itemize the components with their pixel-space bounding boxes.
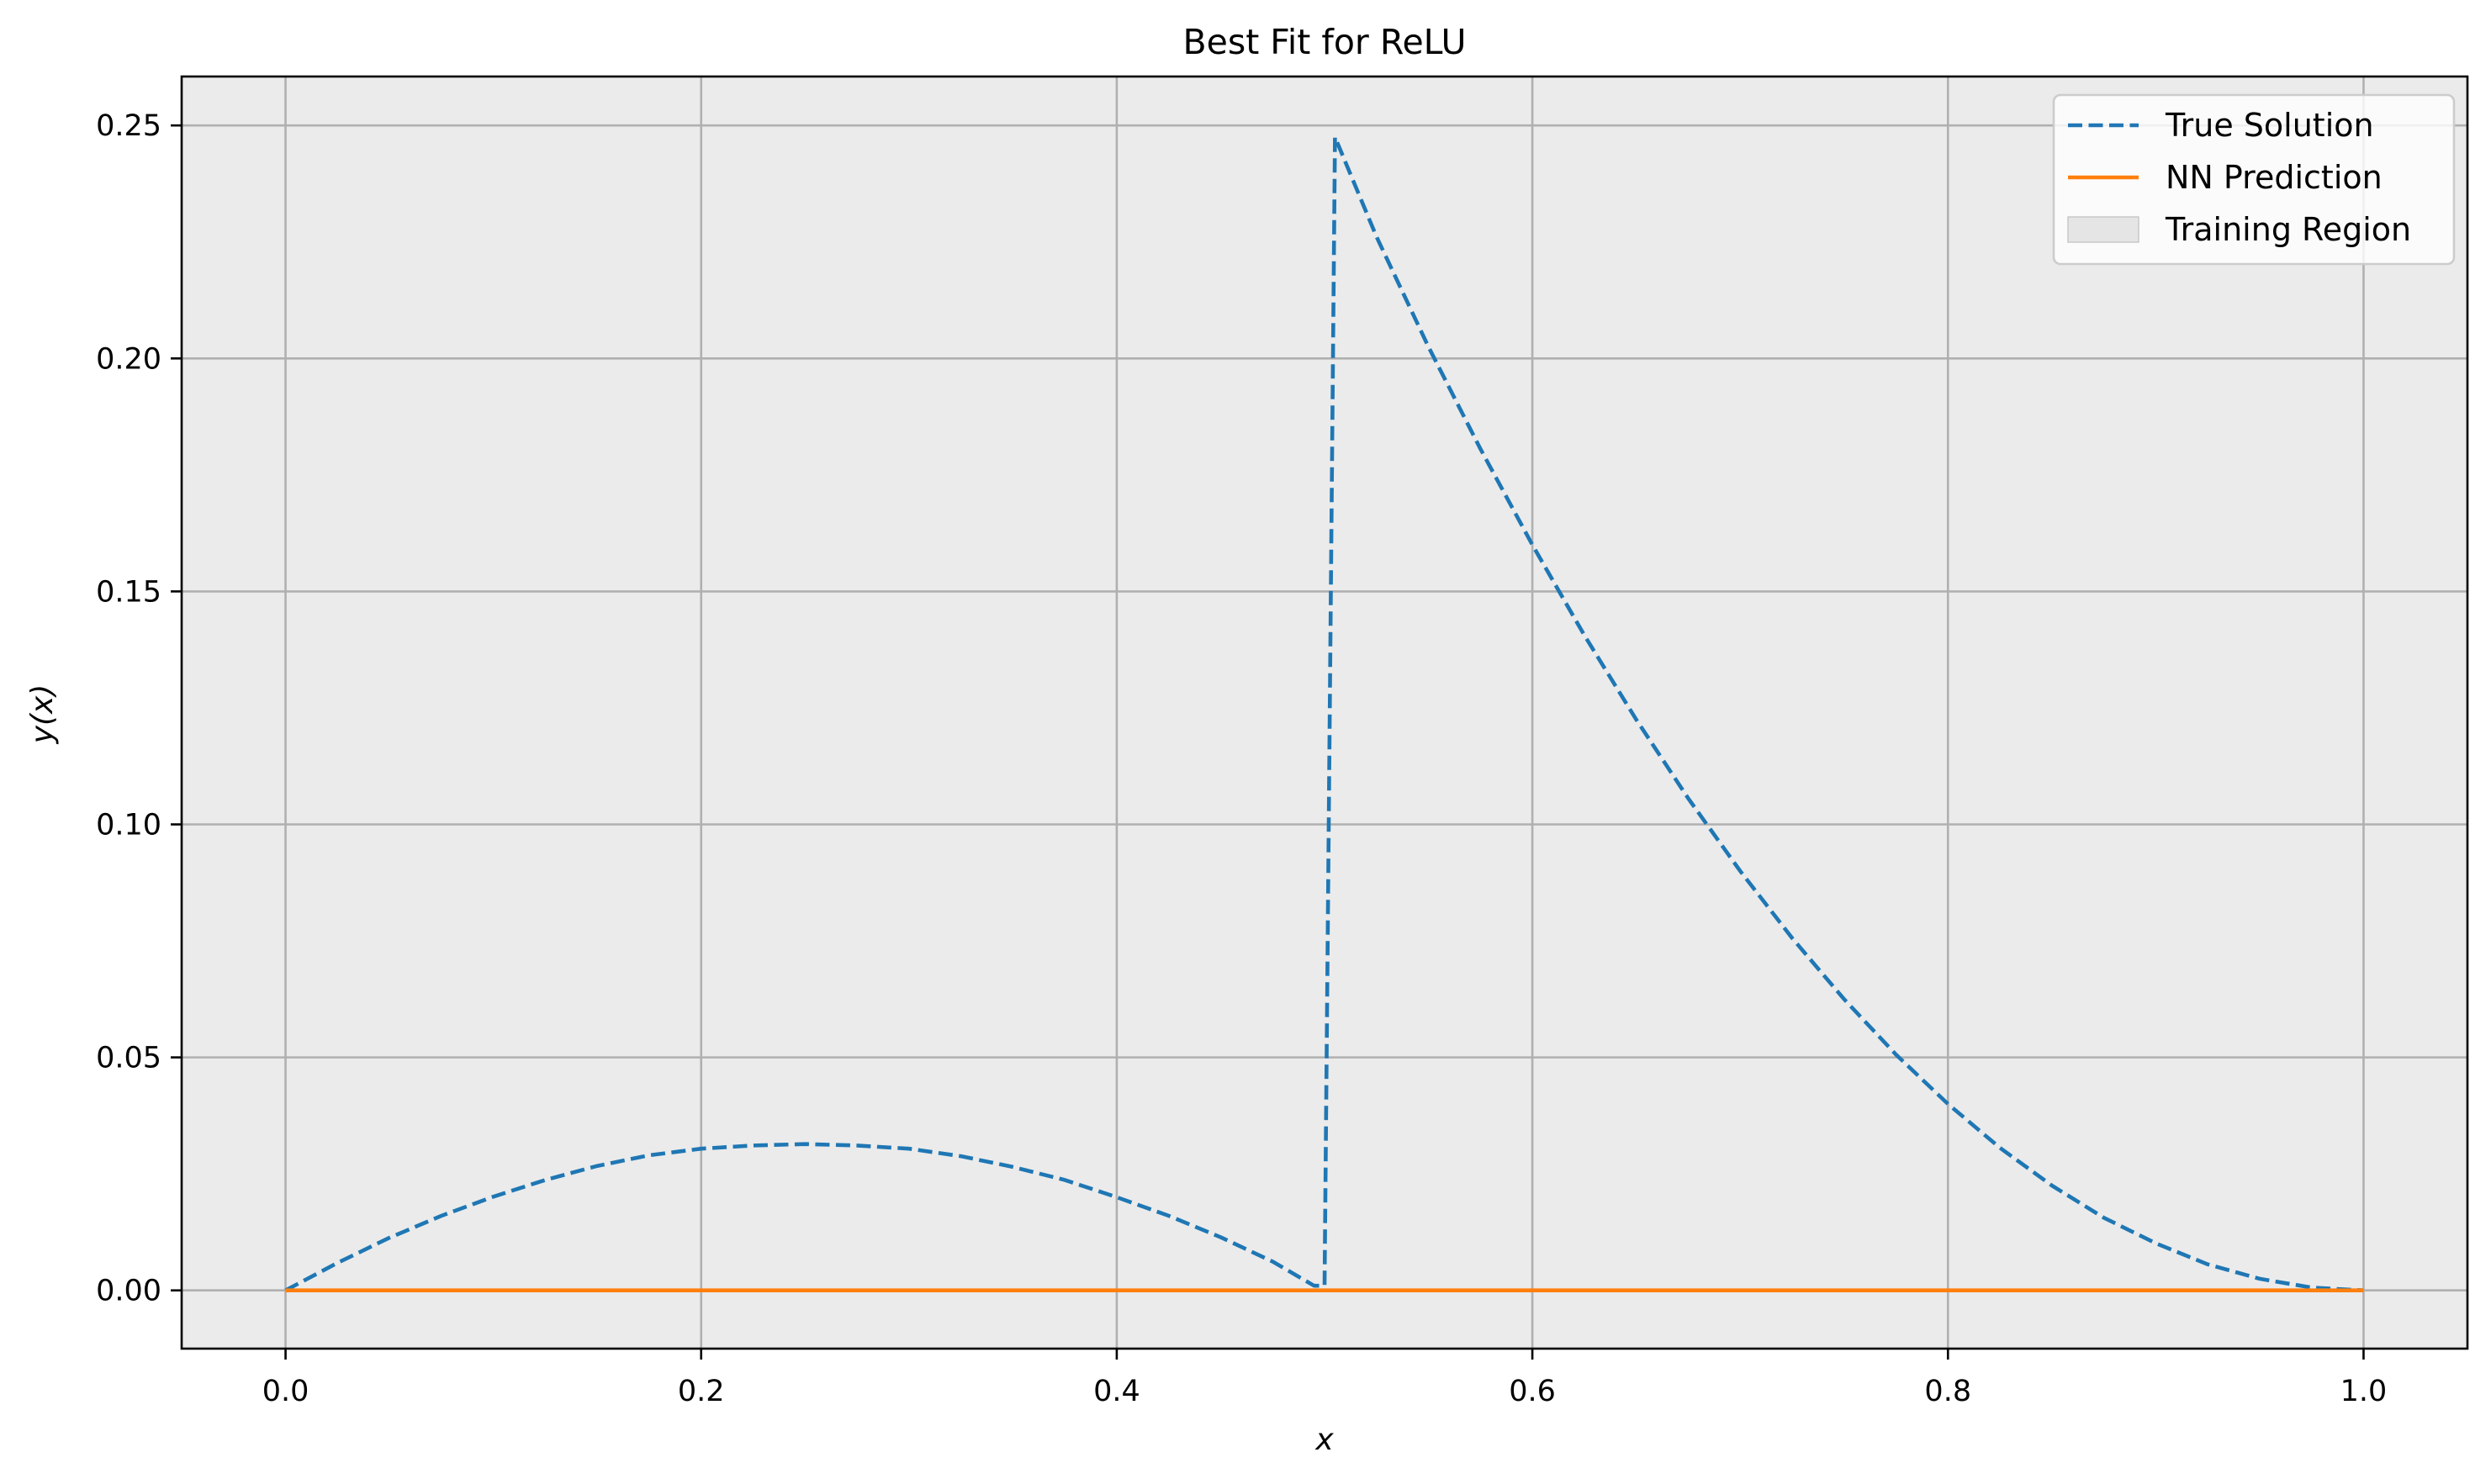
x-tick-label: 0.0 [262, 1375, 309, 1408]
x-tick-label: 0.2 [678, 1375, 725, 1408]
x-tick-label: 0.8 [1924, 1375, 1971, 1408]
x-axis-label: x [1314, 1423, 1334, 1457]
y-tick-label: 0.20 [96, 342, 161, 376]
x-tick-label: 1.0 [2340, 1375, 2388, 1408]
y-tick-label: 0.25 [96, 109, 161, 143]
training-region-legend-swatch [2067, 216, 2139, 243]
legend-label: Training Region [2165, 211, 2411, 248]
legend-label: NN Prediction [2166, 159, 2383, 196]
y-axis-label: y(x) [25, 684, 60, 745]
y-tick-label: 0.05 [96, 1042, 161, 1075]
plot-area [180, 75, 2469, 1350]
y-tick-label: 0.00 [96, 1275, 161, 1308]
y-tick-label: 0.10 [96, 809, 161, 842]
legend-box [2052, 93, 2456, 266]
x-axis-ticks: 0.0 0.2 0.4 0.6 0.8 1.0 [262, 1349, 2388, 1408]
plot-frame [180, 75, 2469, 1350]
y-axis-ticks: 0.00 0.05 0.10 0.15 0.20 0.25 [96, 109, 182, 1308]
legend: True Solution NN Prediction Training Regio… [2052, 93, 2456, 266]
x-tick-label: 0.4 [1093, 1375, 1140, 1408]
legend-label: True Solution [2165, 107, 2374, 144]
y-tick-label: 0.15 [96, 575, 161, 609]
chart-title: Best Fit for ReLU [1182, 22, 1466, 62]
x-tick-label: 0.6 [1509, 1375, 1556, 1408]
